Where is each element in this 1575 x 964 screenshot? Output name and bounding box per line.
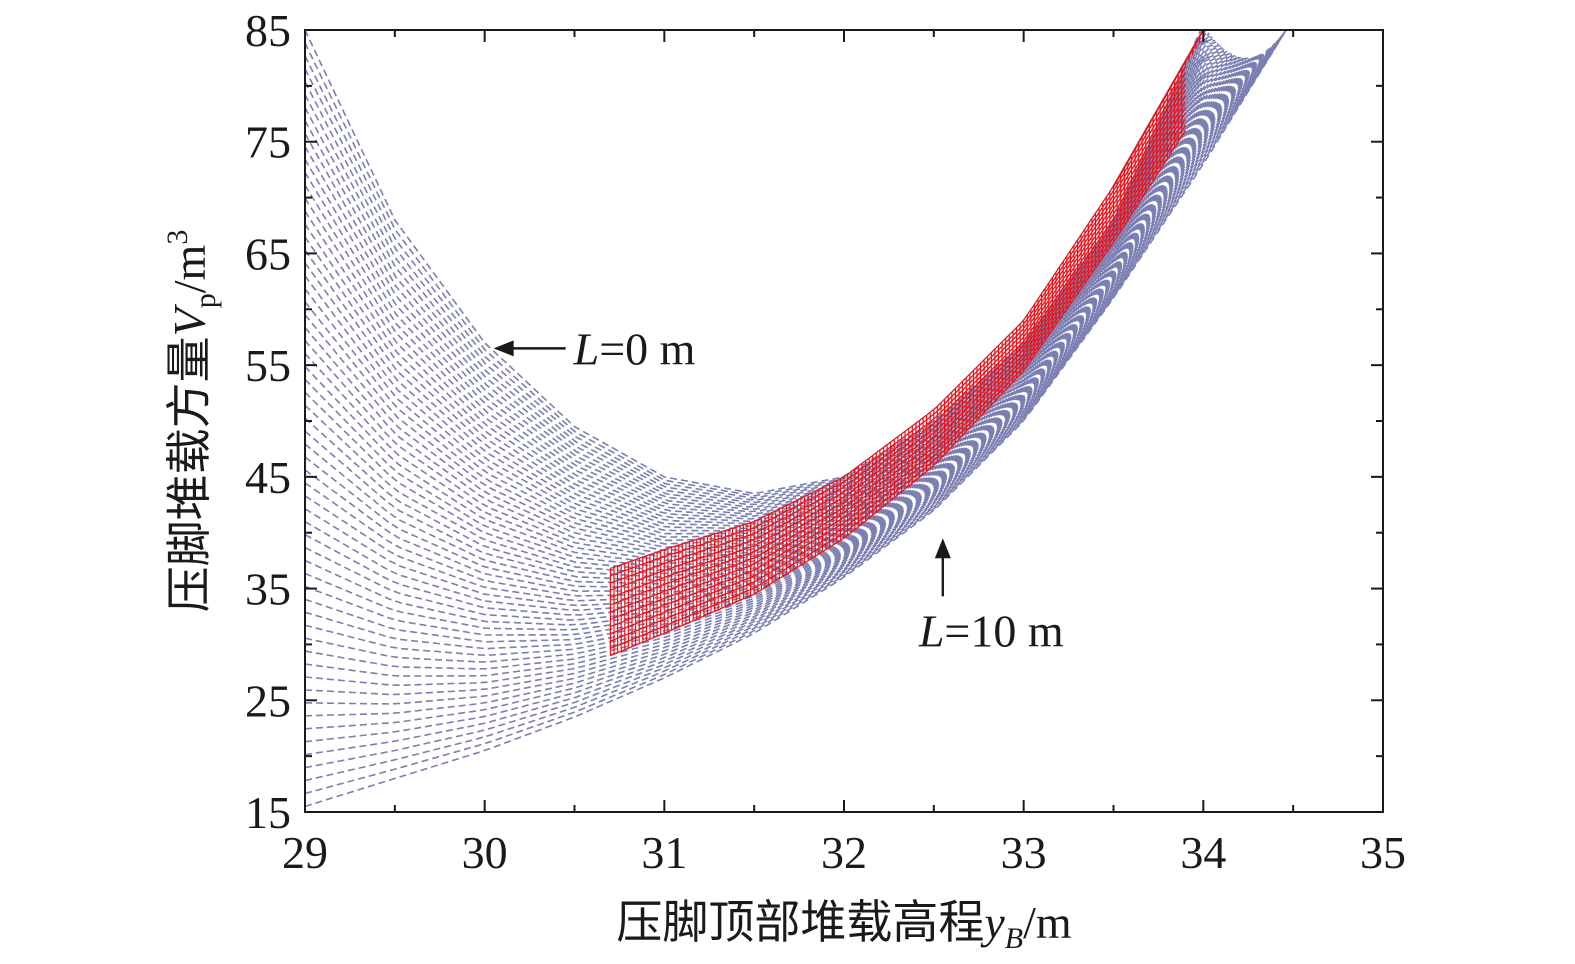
region-band-line xyxy=(610,118,1186,642)
y-tick-label: 25 xyxy=(245,675,291,726)
y-axis-title-superscript: 3 xyxy=(161,230,194,245)
region-band-line xyxy=(610,101,1186,620)
y-axis-title-main: 压脚堆载方量 xyxy=(162,336,216,612)
family-curve xyxy=(305,50,1228,532)
family-curve xyxy=(305,30,1209,501)
y-tick-label: 15 xyxy=(245,787,291,838)
family-curve xyxy=(305,41,1278,677)
x-axis-title: 压脚顶部堆载高程yB/m xyxy=(616,895,1072,955)
family-curve xyxy=(305,30,1288,769)
family-curve xyxy=(305,52,1264,621)
region-band-line xyxy=(610,112,1186,635)
region-upper-edge xyxy=(1112,29,1205,187)
family-curve xyxy=(305,45,1273,657)
y-axis-title-unit: /m xyxy=(164,244,215,293)
region-band-line xyxy=(610,84,1186,599)
family-curve xyxy=(305,57,1249,578)
family-curve xyxy=(305,44,1275,663)
family-curve xyxy=(305,51,1230,535)
family-curve xyxy=(305,52,1231,538)
annotations: L=0 m L=10 m xyxy=(493,323,1064,656)
x-tick-label: 34 xyxy=(1180,827,1226,878)
x-tick-label: 29 xyxy=(282,827,328,878)
x-axis-title-symbol: y xyxy=(980,897,1005,948)
family-curve xyxy=(305,57,1246,571)
y-tick-label: 35 xyxy=(245,564,291,615)
family-curve xyxy=(305,57,1245,568)
family-curve xyxy=(305,30,1204,497)
family-curve xyxy=(305,55,1257,597)
region-band-line xyxy=(610,107,1186,628)
region-band-line xyxy=(610,72,1186,584)
family-curve xyxy=(305,30,1288,782)
family-curve xyxy=(305,57,1248,575)
family-curve xyxy=(305,30,1287,743)
family-curve xyxy=(305,30,1288,795)
family-curve xyxy=(305,55,1239,555)
y-axis: 15 25 35 45 55 65 75 85 xyxy=(245,5,1383,838)
family-curve xyxy=(305,48,1225,528)
annotation-label-L0: L=0 m xyxy=(573,323,696,374)
region-band-line xyxy=(610,95,1186,613)
family-curve xyxy=(305,55,1258,602)
y-axis-title: 压脚堆载方量Vp/m3 xyxy=(161,230,222,613)
x-axis-title-main: 压脚顶部堆载高程 xyxy=(616,895,984,949)
x-tick-label: 35 xyxy=(1360,827,1406,878)
x-tick-label: 30 xyxy=(462,827,508,878)
family-curve xyxy=(305,35,1282,705)
x-tick-label: 31 xyxy=(641,827,687,878)
x-tick-label: 33 xyxy=(1001,827,1047,878)
x-axis-title-subscript: B xyxy=(1005,922,1023,955)
x-axis: 29 30 31 32 33 34 35 xyxy=(282,30,1406,878)
family-curve xyxy=(305,57,1251,582)
family-curve xyxy=(305,30,1288,808)
x-tick-label: 32 xyxy=(821,827,867,878)
annotation-arrowhead-L0 xyxy=(493,340,514,357)
region-band-line xyxy=(610,66,1186,577)
feasible-region xyxy=(609,29,1205,657)
y-tick-label: 75 xyxy=(245,117,291,168)
x-axis-title-unit: /m xyxy=(1023,897,1072,948)
family-curve xyxy=(305,39,1279,687)
family-curve xyxy=(305,32,1285,730)
y-axis-title-symbol: V xyxy=(164,303,215,336)
y-tick-label: 85 xyxy=(245,5,291,56)
region-band-line xyxy=(610,78,1186,591)
y-tick-label: 45 xyxy=(245,452,291,503)
family-curve xyxy=(305,37,1215,511)
y-tick-label: 65 xyxy=(245,228,291,279)
family-curve xyxy=(305,46,1272,650)
family-curve xyxy=(305,55,1237,552)
region-band-line xyxy=(610,89,1186,606)
family-curve xyxy=(305,54,1260,607)
region-band-line xyxy=(610,60,1186,570)
family-curve xyxy=(305,42,1219,518)
region-band-line xyxy=(610,124,1186,649)
family-curve xyxy=(305,53,1233,542)
family-curve xyxy=(305,34,1212,506)
family-curve xyxy=(305,47,1224,525)
y-tick-label: 55 xyxy=(245,340,291,391)
annotation-arrowhead-L10 xyxy=(934,538,951,559)
annotation-label-L10: L=10 m xyxy=(918,605,1064,656)
family-curve xyxy=(305,56,1252,585)
family-curve xyxy=(305,32,1210,504)
region-band-line xyxy=(610,130,1186,657)
family-curve xyxy=(305,30,1287,756)
y-axis-title-subscript: p xyxy=(189,293,222,308)
family-curve xyxy=(305,56,1242,562)
